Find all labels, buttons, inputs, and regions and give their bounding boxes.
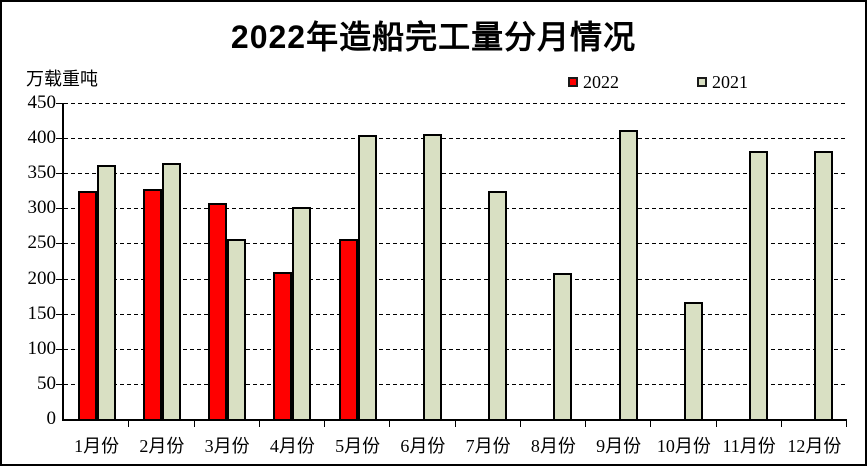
bar-2021-m2 (161, 163, 181, 419)
x-tick-3 (258, 421, 260, 427)
chart-title: 2022年造船完工量分月情况 (230, 19, 637, 55)
x-tick-6 (454, 421, 456, 427)
y-axis-label-300: 300 (27, 197, 57, 219)
y-axis-line (62, 103, 64, 421)
legend-label-2021: 2021 (712, 72, 748, 92)
y-axis-label-400: 400 (27, 127, 57, 149)
y-axis-label-150: 150 (27, 302, 57, 324)
x-tick-1 (128, 421, 130, 427)
bar-2022-m5 (338, 238, 358, 419)
x-tick-7 (519, 421, 521, 427)
legend-item-2022: 2022 (568, 72, 619, 92)
x-tick-8 (585, 421, 586, 427)
bar-2021-m9 (618, 129, 638, 419)
gridline-250 (64, 243, 847, 245)
gridline-300 (64, 208, 847, 210)
x-axis-label-m5: 5月份 (335, 436, 381, 456)
gridline-150 (64, 313, 847, 315)
legend-swatch-2021 (697, 77, 707, 87)
legend-label-2022: 2022 (583, 72, 619, 92)
gridline-400 (64, 138, 847, 140)
x-axis-label-m2: 2月份 (139, 436, 185, 456)
bar-2022-m2 (142, 188, 162, 419)
gridline-350 (64, 173, 847, 175)
x-axis-label-m11: 11月份 (722, 436, 776, 456)
legend-swatch-2022 (568, 77, 578, 87)
y-tick-400 (56, 138, 62, 140)
y-axis-label-0: 0 (46, 408, 57, 429)
bar-2021-m5 (357, 135, 377, 419)
bar-2021-m7 (488, 190, 508, 419)
y-axis-label-200: 200 (27, 267, 57, 289)
x-axis-label-m1: 1月份 (74, 436, 120, 456)
bar-2021-m10 (683, 302, 703, 419)
x-axis-label-m10: 10月份 (656, 436, 711, 456)
x-axis-label-m7: 7月份 (465, 436, 511, 456)
bar-2022-m3 (208, 202, 228, 419)
bar-2021-m12 (814, 150, 834, 419)
bar-2021-m8 (553, 272, 573, 419)
x-tick-10 (715, 421, 717, 427)
gridline-100 (64, 348, 847, 350)
bar-2021-m4 (292, 206, 312, 419)
legend: 2022 2021 (2, 72, 865, 92)
x-axis-label-m8: 8月份 (530, 436, 576, 456)
x-tick-2 (193, 421, 195, 427)
y-tick-100 (56, 348, 62, 350)
x-axis-line (62, 419, 847, 421)
y-axis-label-100: 100 (27, 337, 57, 359)
y-tick-300 (56, 208, 62, 210)
y-axis-label-50: 50 (37, 372, 56, 394)
bar-2021-m6 (422, 133, 442, 419)
x-tick-5 (389, 421, 391, 427)
x-tick-9 (650, 421, 652, 427)
x-axis-label-m3: 3月份 (204, 436, 250, 456)
bar-2021-m11 (749, 151, 769, 419)
x-tick-11 (780, 421, 782, 427)
y-tick-150 (56, 313, 62, 315)
y-axis-unit-label: 万载重吨 (26, 69, 98, 89)
y-axis-label-250: 250 (27, 232, 57, 254)
gridline-200 (64, 278, 847, 280)
gridline-450 (64, 103, 847, 104)
bar-2021-m3 (227, 239, 247, 419)
x-axis-label-m12: 12月份 (787, 436, 842, 456)
x-tick-12 (846, 421, 847, 427)
x-axis-label-m6: 6月份 (400, 436, 446, 456)
gridline-50 (64, 383, 847, 385)
y-tick-450 (56, 103, 62, 104)
y-axis-label-350: 350 (27, 162, 57, 184)
legend-item-2021: 2021 (697, 72, 748, 92)
x-axis-label-m4: 4月份 (269, 436, 315, 456)
bar-2021-m1 (96, 164, 116, 419)
x-axis-label-m9: 9月份 (596, 436, 642, 456)
bar-2022-m1 (77, 190, 97, 419)
plot-area (56, 103, 847, 427)
x-tick-4 (324, 421, 325, 427)
y-axis-label-450: 450 (27, 92, 57, 113)
y-tick-50 (56, 383, 62, 385)
y-tick-200 (56, 278, 62, 280)
y-tick-350 (56, 173, 62, 175)
y-tick-250 (56, 243, 62, 245)
bar-2022-m4 (273, 271, 293, 419)
